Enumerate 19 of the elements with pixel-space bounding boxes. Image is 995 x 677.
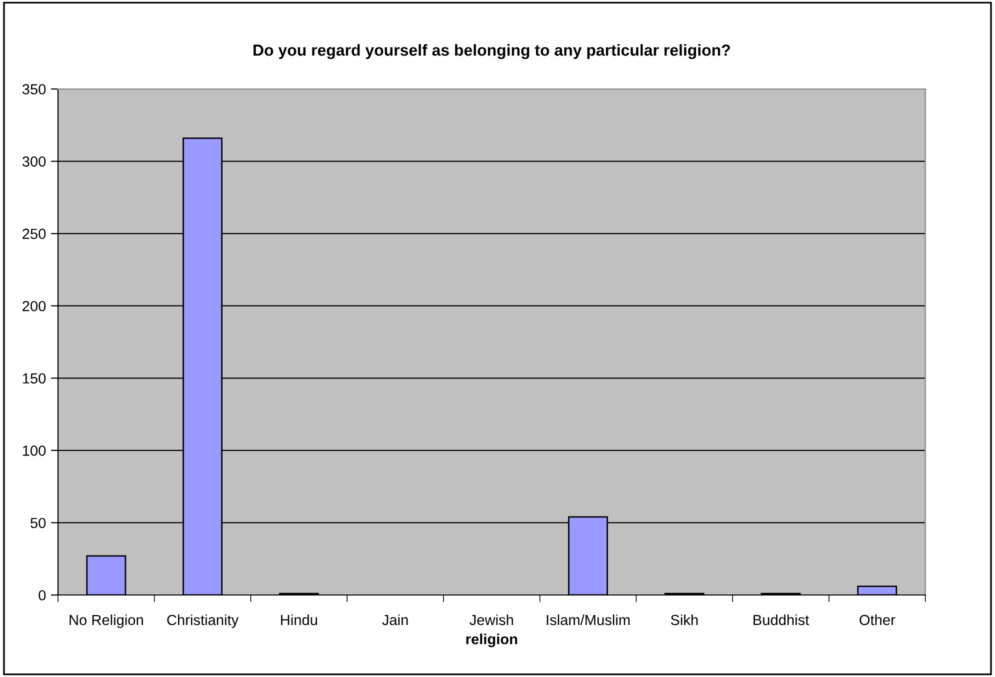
y-tick-label: 300	[22, 156, 46, 167]
x-tick-label: Islam/Muslim	[546, 614, 630, 626]
x-tick-label: Hindu	[281, 614, 318, 626]
y-tick-label: 50	[30, 518, 46, 528]
x-tick-label: Jewish	[470, 614, 514, 626]
y-tick-label: 200	[22, 300, 46, 312]
x-tick-label: Buddhist	[754, 614, 810, 626]
y-tick-label: 350	[22, 84, 46, 94]
y-tick-label: 250	[22, 228, 46, 239]
x-tick-label: Sikh	[670, 614, 698, 626]
x-tick-label: Other	[860, 614, 896, 626]
y-tick-label: 150	[22, 373, 46, 384]
chart-title: Do you regard yourself as belonging to any particular religion?	[254, 44, 730, 60]
x-axis-title: religion	[466, 634, 518, 648]
x-tick-label: No Religion	[70, 614, 143, 628]
y-tick-label: 0	[38, 590, 46, 600]
x-tick-label: Christianity	[167, 614, 239, 628]
y-tick-label: 100	[22, 446, 46, 456]
x-tick-label: Jain	[382, 614, 408, 626]
